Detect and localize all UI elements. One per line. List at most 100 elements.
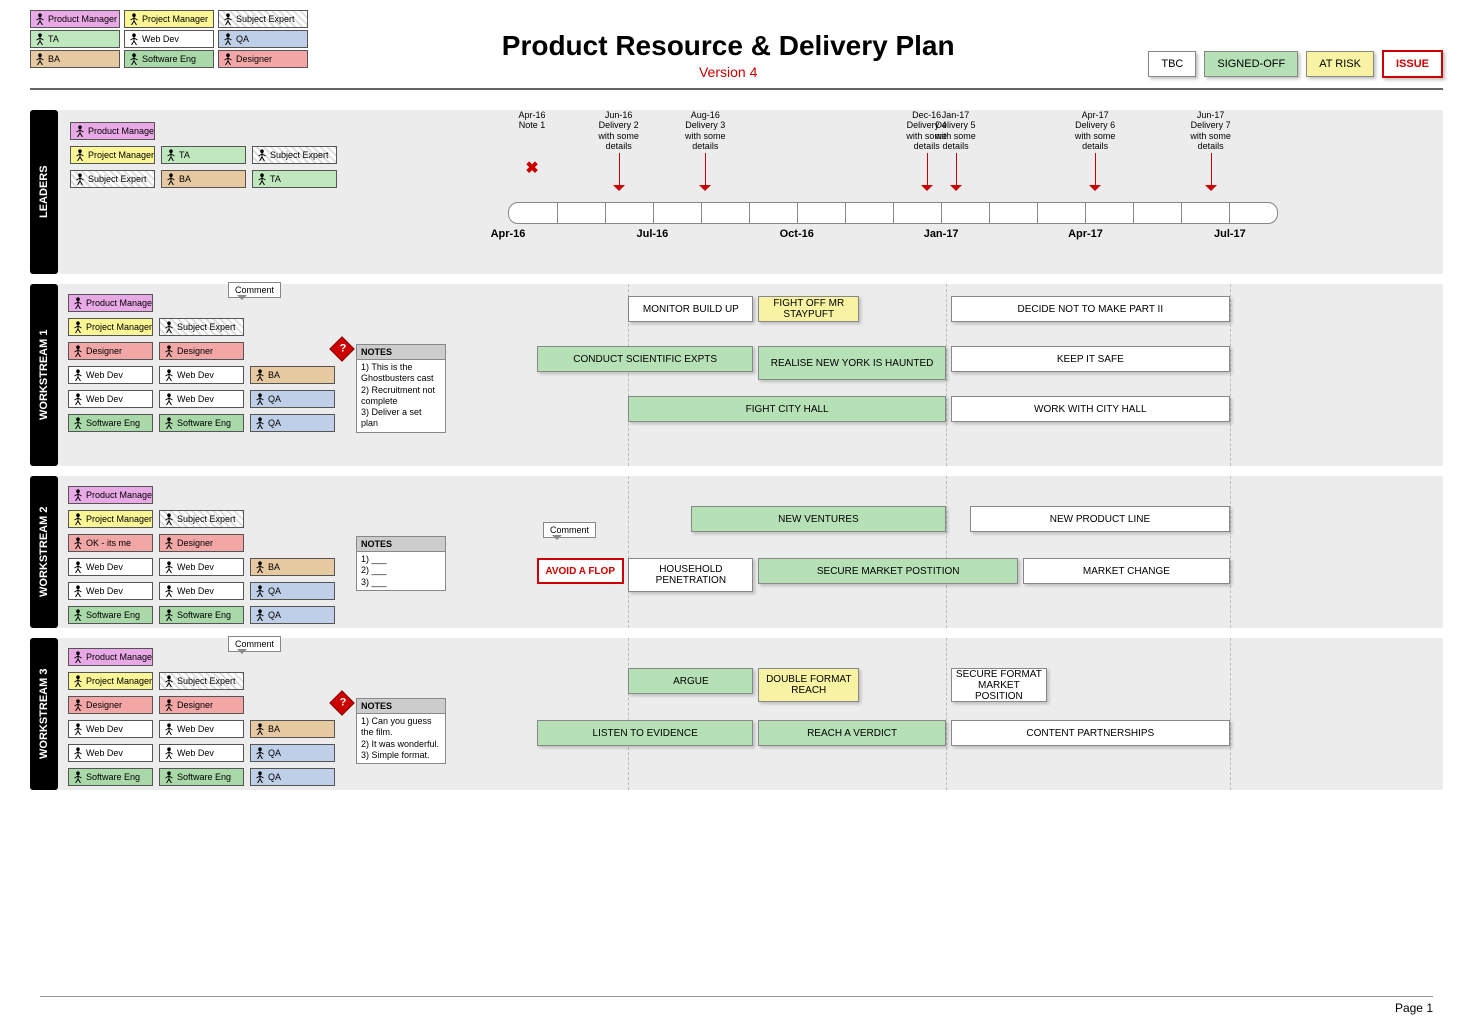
timeline-gridline	[1230, 476, 1231, 628]
person-icon	[73, 393, 83, 405]
person-icon	[164, 537, 174, 549]
lane-tab: WORKSTREAM 2	[30, 476, 58, 628]
role-qa: QA	[250, 744, 335, 762]
person-icon	[129, 53, 139, 65]
person-icon	[73, 699, 83, 711]
work-bar: AVOID A FLOP	[537, 558, 624, 584]
role-ta: TA	[252, 170, 337, 188]
work-bar: CONDUCT SCIENTIFIC EXPTS	[537, 346, 754, 372]
timeline-callout: Jun-17Delivery 7with somedetails	[1171, 110, 1251, 151]
role-subject_expert: Subject Expert	[70, 170, 155, 188]
role-web_dev: Web Dev	[159, 366, 244, 384]
role-qa: QA	[250, 606, 335, 624]
work-bar: LISTEN TO EVIDENCE	[537, 720, 754, 746]
work-bar: SECURE FORMAT MARKET POSITION	[951, 668, 1047, 702]
work-bar: MARKET CHANGE	[1023, 558, 1230, 584]
timeline-gridline	[946, 476, 947, 628]
work-bar: FIGHT OFF MR STAYPUFT	[758, 296, 859, 322]
notes-box: NOTES1) This is the Ghostbusters cast 2)…	[356, 344, 446, 433]
person-icon	[164, 345, 174, 357]
person-icon	[164, 747, 174, 759]
status-issue: ISSUE	[1382, 50, 1443, 78]
work-bar: REACH A VERDICT	[758, 720, 946, 746]
role-subject_expert: Subject Expert	[159, 672, 244, 690]
role-software_eng: Software Eng	[159, 768, 244, 786]
page-subtitle: Version 4	[308, 64, 1148, 80]
role-qa: QA	[250, 768, 335, 786]
timeline-month: Apr-16	[491, 228, 526, 240]
work-bar: CONTENT PARTNERSHIPS	[951, 720, 1230, 746]
timeline-callout: Apr-17Delivery 6with somedetails	[1055, 110, 1135, 151]
role-subject_expert: Subject Expert	[252, 146, 337, 164]
work-bar: DOUBLE FORMAT REACH	[758, 668, 859, 702]
person-icon	[164, 417, 174, 429]
role-ba: BA	[161, 170, 246, 188]
resource-grid: Product ManagerProject ManagerOK - its m…	[68, 486, 335, 624]
person-icon	[73, 747, 83, 759]
role-ba: BA	[250, 558, 335, 576]
role-software_eng: Software Eng	[68, 414, 153, 432]
person-icon	[255, 747, 265, 759]
person-icon	[75, 173, 85, 185]
person-icon	[73, 585, 83, 597]
person-icon	[164, 393, 174, 405]
timeline-gridline	[628, 476, 629, 628]
timeline-month: Jul-17	[1214, 228, 1246, 240]
person-icon	[257, 149, 267, 161]
person-icon	[164, 513, 174, 525]
role-ta: TA	[30, 30, 120, 48]
person-icon	[129, 33, 139, 45]
lane-tab: WORKSTREAM 1	[30, 284, 58, 466]
person-icon	[75, 125, 85, 137]
role-product_manager: Product Manager	[30, 10, 120, 28]
role-product_manager: Product Manager	[68, 648, 153, 666]
role-web_dev: Web Dev	[159, 744, 244, 762]
role-qa: QA	[218, 30, 308, 48]
person-icon	[223, 13, 233, 25]
person-icon	[73, 651, 83, 663]
work-bar: NEW VENTURES	[691, 506, 946, 532]
person-icon	[73, 369, 83, 381]
role-designer: Designer	[159, 696, 244, 714]
work-bar: REALISE NEW YORK IS HAUNTED	[758, 346, 946, 380]
role-subject_expert: Subject Expert	[159, 510, 244, 528]
page-footer: Page 1	[40, 996, 1433, 1015]
person-icon	[166, 149, 176, 161]
work-bar: WORK WITH CITY HALL	[951, 396, 1230, 422]
role-project_manager: Project Manager	[70, 146, 155, 164]
notes-box: NOTES1) Can you guess the film. 2) It wa…	[356, 698, 446, 764]
person-icon	[35, 13, 45, 25]
role-ta: TA	[161, 146, 246, 164]
person-icon	[255, 609, 265, 621]
person-icon	[255, 393, 265, 405]
role-software_eng: Software Eng	[159, 606, 244, 624]
person-icon	[255, 369, 265, 381]
role-web_dev: Web Dev	[68, 366, 153, 384]
role-subject_expert: Subject Expert	[218, 10, 308, 28]
comment-flag: Comment	[228, 636, 281, 652]
role-web_dev: Web Dev	[124, 30, 214, 48]
role-designer: OK - its me	[68, 534, 153, 552]
role-ba: BA	[250, 366, 335, 384]
status-signed-off: SIGNED-OFF	[1204, 51, 1298, 77]
role-subject_expert: Subject Expert	[159, 318, 244, 336]
role-web_dev: Web Dev	[68, 390, 153, 408]
person-icon	[73, 297, 83, 309]
resource-grid: Product ManagerProject ManagerDesignerWe…	[68, 648, 335, 786]
status-tbc: TBC	[1148, 51, 1196, 77]
work-bar: FIGHT CITY HALL	[628, 396, 946, 422]
role-web_dev: Web Dev	[159, 720, 244, 738]
role-web_dev: Web Dev	[68, 744, 153, 762]
lane-tab: LEADERS	[30, 110, 58, 274]
timeline-bar	[508, 202, 1278, 224]
timeline-month: Oct-16	[780, 228, 814, 240]
work-bar: HOUSEHOLD PENETRATION	[628, 558, 753, 592]
person-icon	[35, 53, 45, 65]
legend: Product ManagerProject ManagerSubject Ex…	[30, 10, 308, 68]
person-icon	[164, 369, 174, 381]
person-icon	[255, 771, 265, 783]
person-icon	[129, 13, 139, 25]
work-bar: NEW PRODUCT LINE	[970, 506, 1230, 532]
person-icon	[164, 609, 174, 621]
work-bar: KEEP IT SAFE	[951, 346, 1230, 372]
